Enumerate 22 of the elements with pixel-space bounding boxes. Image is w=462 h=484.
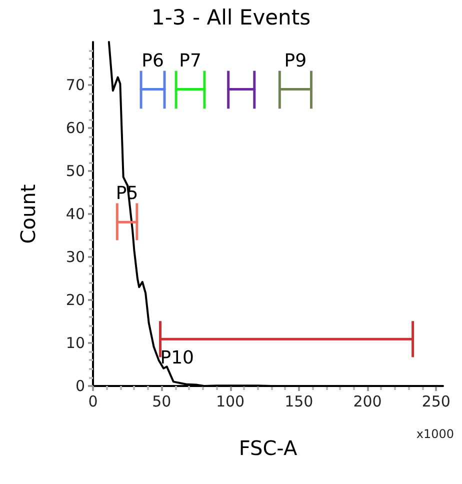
series-label: P6 <box>142 50 164 72</box>
series-label: P7 <box>179 50 202 72</box>
y-axis-title: Count <box>16 184 40 244</box>
x-tick-label: 0 <box>88 392 98 410</box>
y-tick-label: 20 <box>66 291 85 309</box>
x-tick-label: 150 <box>284 392 314 410</box>
x-tick-label: 250 <box>422 392 450 410</box>
y-tick-label: 60 <box>66 119 85 137</box>
text: x1000 <box>416 427 454 441</box>
x-tick-label: 100 <box>216 392 245 410</box>
series-label: P9 <box>284 50 307 72</box>
x-axis-title: FSC-A <box>238 436 298 460</box>
y-tick-label: 0 <box>75 377 85 395</box>
y-tick-label: 70 <box>66 76 85 94</box>
y-tick-label: 30 <box>66 248 85 266</box>
y-tick-label: 40 <box>66 205 85 223</box>
x-tick-label: 200 <box>353 392 382 410</box>
chart-title: 1-3 - All Events <box>151 6 311 30</box>
y-tick-label: 50 <box>66 162 85 180</box>
series-label: P10 <box>160 348 194 369</box>
y-tick-label: 10 <box>66 334 85 352</box>
x-tick-label: 50 <box>152 392 172 410</box>
